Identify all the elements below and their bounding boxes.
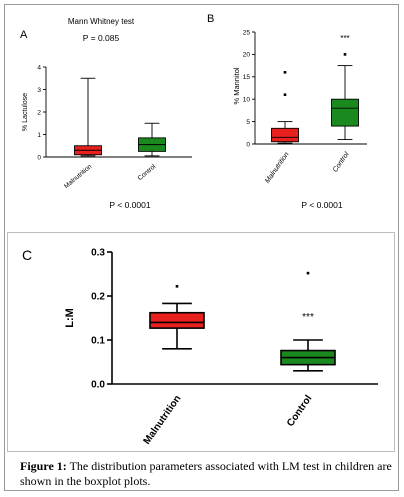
panel-a-subtitle: P = 0.085: [83, 33, 120, 43]
box-iqr: [271, 127, 299, 143]
panel-b-plot: 0 5 10 15 20 25 Malnutrition Control ***: [243, 29, 367, 185]
box-malnutrition: Malnutrition: [142, 285, 205, 447]
box-control: Control: [137, 122, 166, 182]
caption-label: Figure 1:: [20, 459, 67, 473]
box-control: Control: [331, 53, 359, 174]
panel-b-footnote: P < 0.0001: [301, 200, 342, 210]
caption-text: The distribution parameters associated w…: [20, 459, 392, 488]
box-control: Control: [280, 271, 336, 429]
significance-marker: ***: [340, 34, 349, 43]
category-label: Control: [137, 163, 158, 182]
y-tick-label: 0.3: [91, 248, 105, 259]
box-iqr: [149, 311, 205, 329]
y-tick-label: 1: [37, 132, 41, 139]
panel-a-plot: 0 1 2 3 4 Malnutrition Control: [37, 64, 192, 190]
panel-c-frame: [7, 232, 395, 452]
panel-c-letter: C: [22, 247, 32, 263]
panel-a-letter: A: [20, 29, 28, 41]
y-tick-label: 0.2: [91, 292, 105, 303]
significance-marker: ***: [302, 312, 314, 323]
category-label: Control: [285, 393, 315, 429]
panel-a-title: Mann Whitney test: [68, 17, 135, 26]
figure-caption: Figure 1: The distribution parameters as…: [20, 459, 400, 489]
y-tick-label: 4: [37, 64, 41, 71]
y-tick-label: 0.1: [91, 336, 105, 347]
y-tick-label: 0.0: [91, 380, 105, 391]
panel-b-letter: B: [207, 13, 214, 25]
panel-c-plot: 0.0 0.1 0.2 0.3 Malnutrition Control ***: [91, 248, 378, 447]
figure-frame: [4, 4, 399, 491]
category-label: Malnutrition: [264, 151, 291, 185]
outlier-point: [343, 53, 347, 56]
y-tick-label: 15: [243, 74, 251, 81]
box-malnutrition: Malnutrition: [264, 71, 299, 185]
y-tick-label: 10: [243, 96, 251, 103]
panel-a-ylabel: % Lactulose: [22, 93, 29, 131]
box-iqr: [331, 98, 359, 127]
outlier-point: [175, 285, 179, 288]
y-tick-label: 25: [243, 29, 251, 36]
panel-b-ylabel: % Mannitol: [232, 67, 241, 104]
box-malnutrition: Malnutrition: [63, 77, 102, 190]
panel-a-footnote: P < 0.0001: [109, 200, 150, 210]
y-tick-label: 5: [246, 119, 250, 126]
outlier-point: [306, 271, 310, 275]
category-label: Malnutrition: [142, 393, 184, 446]
y-tick-label: 0: [37, 154, 41, 161]
category-label: Control: [332, 151, 351, 174]
category-label: Malnutrition: [63, 163, 94, 190]
y-tick-label: 3: [37, 87, 41, 94]
panel-c-ylabel: L:M: [64, 308, 76, 328]
y-tick-label: 0: [246, 141, 250, 148]
y-tick-label: 2: [37, 109, 41, 116]
y-tick-label: 20: [243, 52, 251, 59]
outlier-point: [283, 71, 287, 74]
outlier-point: [283, 93, 287, 97]
